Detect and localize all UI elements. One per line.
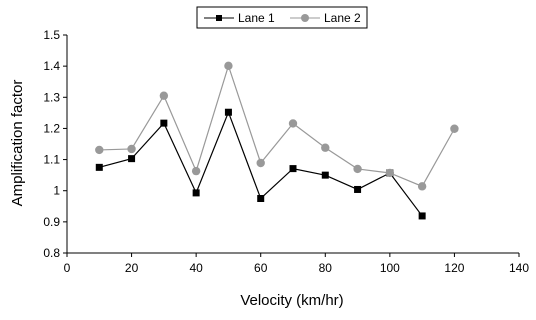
data-point-lane-2 xyxy=(321,143,330,152)
x-tick-label: 60 xyxy=(254,261,268,275)
x-axis-title: Velocity (km/hr) xyxy=(240,292,343,309)
data-point-lane-2 xyxy=(288,119,298,128)
data-point-lane-1 xyxy=(354,185,362,193)
data-point-lane-2 xyxy=(224,61,233,71)
data-point-lane-2 xyxy=(353,164,362,174)
data-point-lane-2 xyxy=(450,124,459,133)
data-point-lane-2 xyxy=(417,182,427,191)
y-tick-label: 1.2 xyxy=(43,121,60,135)
y-tick-label: 1 xyxy=(53,184,60,198)
x-tick-label: 100 xyxy=(380,261,400,275)
y-tick-label: 1.5 xyxy=(43,28,60,42)
y-tick-label: 1.4 xyxy=(43,59,60,73)
data-point-lane-2 xyxy=(256,158,265,168)
x-tick-label: 140 xyxy=(509,261,529,275)
data-point-lane-1 xyxy=(418,212,426,220)
legend-label-lane-1: Lane 1 xyxy=(238,11,275,25)
y-axis-title: Amplification factor xyxy=(9,80,26,207)
legend-label-lane-2: Lane 2 xyxy=(324,11,361,25)
data-point-lane-1 xyxy=(289,165,297,173)
data-point-lane-1 xyxy=(257,195,265,202)
data-point-lane-2 xyxy=(127,144,136,154)
legend-item-lane-2: Lane 2 xyxy=(290,11,361,25)
plot-area: 0.8 0.9 1 1.1 1.2 1.3 1.4 1.5 0 20 40 60 80 100 120 140 xyxy=(43,28,529,275)
y-tick-label: 0.8 xyxy=(43,246,60,260)
data-point-lane-1 xyxy=(128,155,136,163)
data-point-lane-2 xyxy=(385,168,395,178)
data-point-lane-2 xyxy=(159,91,169,100)
y-tick-label: 1.3 xyxy=(43,90,60,104)
y-tick-label: 1.1 xyxy=(43,153,60,167)
series-line-lane-2 xyxy=(99,63,455,188)
x-tick-label: 40 xyxy=(189,261,203,275)
data-point-lane-1 xyxy=(321,171,329,179)
y-tick-label: 0.9 xyxy=(43,215,60,229)
legend-item-lane-1: Lane 1 xyxy=(204,11,275,25)
x-tick-label: 20 xyxy=(125,261,139,275)
data-point-lane-2 xyxy=(191,166,201,176)
legend-marker-lane-1 xyxy=(216,15,222,21)
legend-box xyxy=(196,6,368,29)
data-point-lane-2 xyxy=(95,145,104,155)
x-tick-label: 0 xyxy=(64,261,71,275)
legend-marker-lane-2 xyxy=(301,14,309,22)
x-tick-label: 120 xyxy=(444,261,464,275)
data-point-lane-1 xyxy=(95,163,103,171)
data-point-lane-1 xyxy=(160,119,168,127)
data-point-lane-1 xyxy=(192,189,200,197)
data-point-lane-1 xyxy=(224,108,232,116)
x-tick-label: 80 xyxy=(319,261,333,275)
legend: Lane 1 Lane 2 xyxy=(196,6,368,29)
